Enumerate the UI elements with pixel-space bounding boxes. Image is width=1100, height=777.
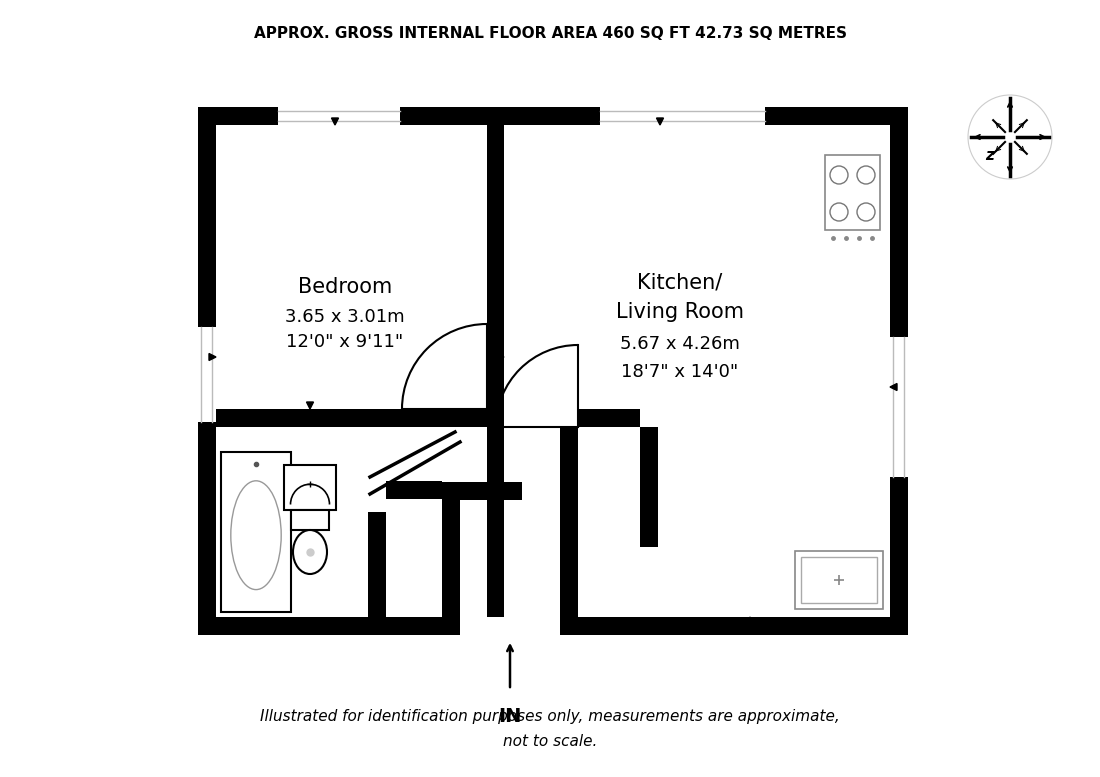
Text: z: z (986, 148, 994, 162)
Bar (221, 452, 292, 612)
Bar (198, 617, 908, 635)
Bar (278, 107, 400, 125)
Bar (386, 481, 442, 499)
Circle shape (830, 203, 848, 221)
Polygon shape (209, 354, 216, 361)
Text: Kitchen/: Kitchen/ (637, 272, 723, 292)
Bar (292, 510, 329, 530)
Text: Living Room: Living Room (616, 302, 744, 322)
Bar (890, 337, 908, 477)
Polygon shape (331, 118, 339, 125)
Polygon shape (657, 118, 663, 125)
Text: IN: IN (498, 707, 521, 726)
Bar (216, 409, 487, 427)
Bar (801, 557, 877, 603)
Text: Illustrated for identification purposes only, measurements are approximate,: Illustrated for identification purposes … (260, 709, 840, 724)
Ellipse shape (293, 530, 327, 574)
Text: 18'7" x 14'0": 18'7" x 14'0" (621, 363, 738, 381)
Bar (825, 155, 880, 230)
Bar (578, 409, 640, 427)
Bar (560, 427, 578, 635)
Circle shape (830, 166, 848, 184)
Polygon shape (747, 617, 754, 624)
Text: Bedroom: Bedroom (298, 277, 392, 297)
Bar (890, 107, 908, 635)
Bar (442, 482, 522, 500)
Polygon shape (307, 402, 314, 409)
Bar (795, 551, 883, 609)
Polygon shape (487, 354, 494, 361)
Circle shape (857, 166, 874, 184)
Polygon shape (497, 354, 504, 361)
Bar (368, 512, 386, 617)
Bar (198, 327, 216, 422)
Bar (460, 617, 560, 635)
Bar (600, 107, 764, 125)
Polygon shape (890, 384, 896, 391)
Text: 5.67 x 4.26m: 5.67 x 4.26m (620, 335, 740, 353)
Bar (442, 482, 460, 635)
Text: not to scale.: not to scale. (503, 734, 597, 750)
Text: 3.65 x 3.01m: 3.65 x 3.01m (285, 308, 405, 326)
Bar (284, 465, 336, 510)
Bar (487, 107, 504, 617)
Ellipse shape (231, 481, 282, 590)
Text: APPROX. GROSS INTERNAL FLOOR AREA 460 SQ FT 42.73 SQ METRES: APPROX. GROSS INTERNAL FLOOR AREA 460 SQ… (253, 26, 847, 41)
Text: 12'0" x 9'11": 12'0" x 9'11" (286, 333, 404, 351)
Bar (640, 427, 658, 547)
Bar (198, 107, 908, 125)
Circle shape (857, 203, 874, 221)
Bar (198, 107, 216, 635)
